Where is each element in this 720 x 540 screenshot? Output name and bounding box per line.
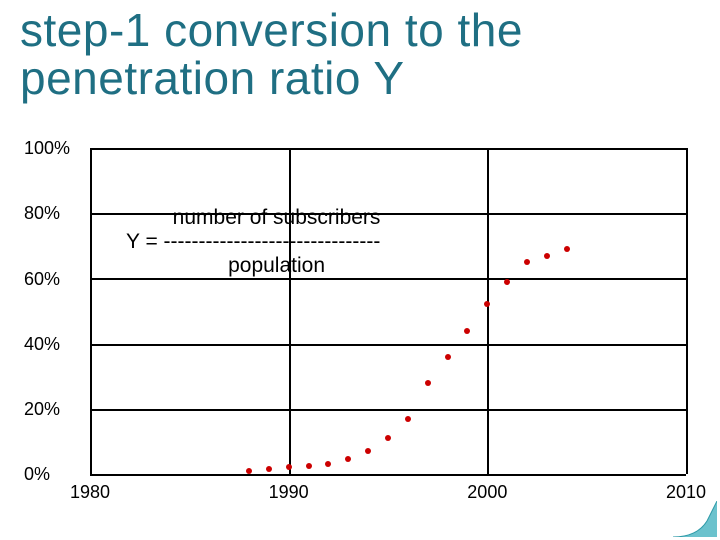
data-point: [345, 456, 351, 462]
gridline-v: [289, 148, 291, 474]
gridline-h: [90, 474, 686, 476]
data-point: [266, 466, 272, 472]
y-axis-label: 60%: [24, 269, 84, 290]
gridline-h: [90, 278, 686, 280]
slide-title: step-1 conversion to the penetration rat…: [20, 6, 700, 103]
gridline-v: [487, 148, 489, 474]
gridline-v: [686, 148, 688, 474]
gridline-h: [90, 344, 686, 346]
plot-area: [90, 148, 686, 474]
data-point: [405, 416, 411, 422]
x-axis-label: 1990: [249, 482, 329, 503]
data-point: [484, 301, 490, 307]
data-point: [445, 354, 451, 360]
data-point: [365, 448, 371, 454]
data-point: [325, 461, 331, 467]
y-axis-label: 20%: [24, 399, 84, 420]
title-line-1: step-1 conversion to the: [20, 6, 700, 54]
data-point: [246, 468, 252, 474]
formula-equation: Y = -------------------------------: [126, 230, 380, 254]
data-point: [286, 464, 292, 470]
penetration-chart: 0%20%40%60%80%100%1980199020002010 numbe…: [24, 142, 700, 512]
y-axis-label: 40%: [24, 334, 84, 355]
y-axis-label: 80%: [24, 203, 84, 224]
data-point: [544, 253, 550, 259]
title-line-2: penetration ratio Y: [20, 54, 700, 102]
gridline-v: [90, 148, 92, 474]
data-point: [306, 463, 312, 469]
x-axis-label: 2010: [646, 482, 720, 503]
formula-overlay: number of subscribersY = ---------------…: [126, 206, 380, 278]
data-point: [425, 380, 431, 386]
gridline-h: [90, 409, 686, 411]
y-axis-label: 100%: [24, 138, 84, 159]
data-point: [524, 259, 530, 265]
data-point: [464, 328, 470, 334]
x-axis-label: 2000: [447, 482, 527, 503]
data-point: [564, 246, 570, 252]
x-axis-label: 1980: [50, 482, 130, 503]
data-point: [385, 435, 391, 441]
formula-numerator: number of subscribers: [126, 206, 380, 230]
data-point: [504, 279, 510, 285]
formula-denominator: population: [126, 254, 380, 278]
gridline-h: [90, 148, 686, 150]
